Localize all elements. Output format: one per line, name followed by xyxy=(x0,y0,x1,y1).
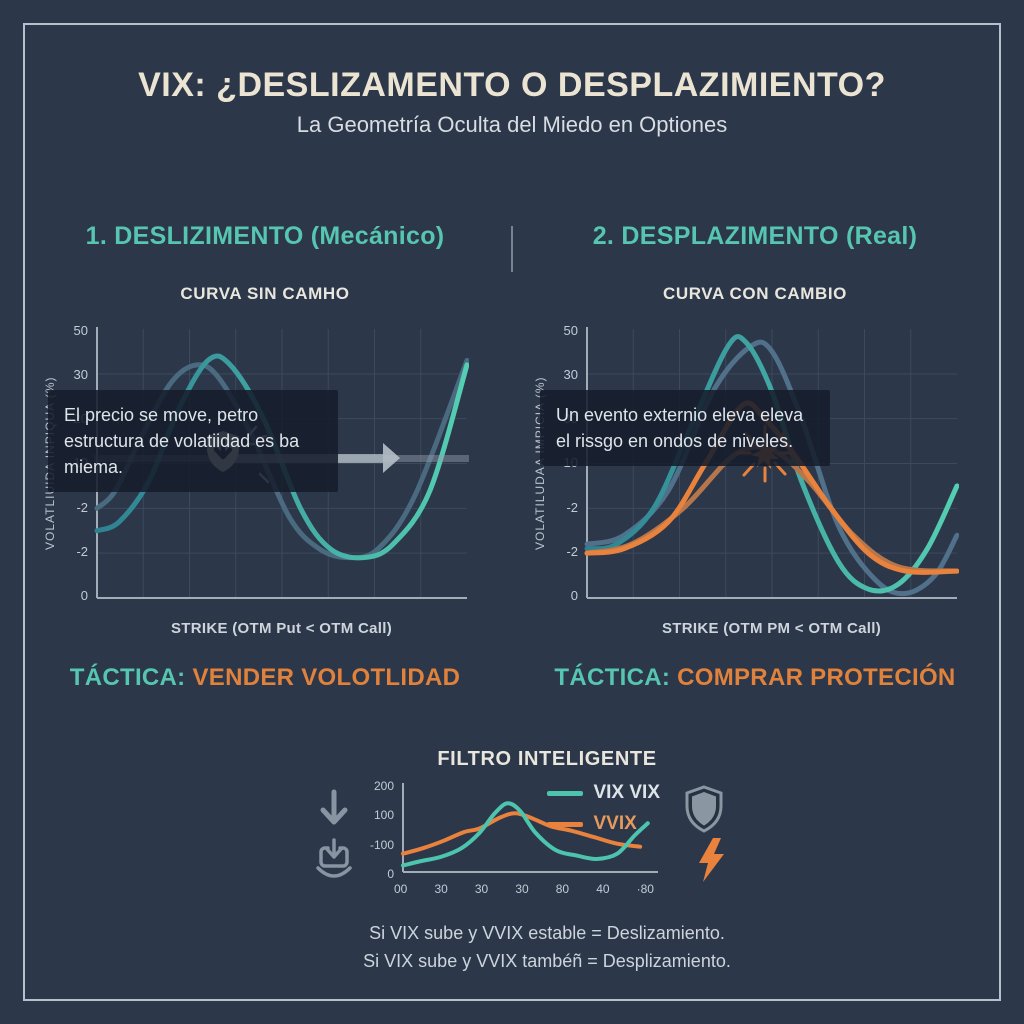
x-axis-label: STRIKE (OTM PM < OTM Call) xyxy=(661,620,882,637)
shield-icon xyxy=(682,784,726,839)
tick-label: -2 xyxy=(566,499,578,515)
tick-label: 30 xyxy=(563,367,578,383)
tactic-label: TÁCTICA: xyxy=(554,664,671,691)
tick-label: 0 xyxy=(80,587,88,603)
tick-label: -100 xyxy=(369,837,394,852)
annotation-box: El precio se move, petro estructura de v… xyxy=(48,390,338,493)
tick-label: 30 xyxy=(73,367,88,383)
tactic-line: TÁCTICA: COMPRAR PROTECIÓN xyxy=(530,664,980,692)
tick-label: ·80 xyxy=(636,882,654,896)
bottom-section-title: FILTRO INTELIGENTE xyxy=(437,748,657,770)
tactic-value: VENDER VOLOTLIDAD xyxy=(192,664,461,691)
rule-line-2: Si VIX sube y VVIX tambéñ = Desplizamien… xyxy=(363,950,731,971)
tick-label: 40 xyxy=(596,882,610,896)
rule-text: Si VIX sube y VVIX estable = Deslizamien… xyxy=(70,920,1024,976)
y-tick-labels: 200 100 -100 0 xyxy=(360,780,400,881)
legend-dash-orange xyxy=(547,821,584,827)
tactic-value: COMPRAR PROTECIÓN xyxy=(677,664,956,691)
tick-label: 30 xyxy=(434,882,448,896)
legend-item-vvix: VVIX xyxy=(547,813,660,835)
x-axis-label: STRIKE (OTM Put < OTM Call) xyxy=(170,620,392,637)
tick-label: 100 xyxy=(373,808,394,823)
page-subtitle: La Geometría Oculta del Miedo en Optione… xyxy=(296,112,728,137)
tick-label: -2 xyxy=(76,499,88,515)
tick-label: 30 xyxy=(474,882,489,896)
rule-line-1: Si VIX sube y VVIX estable = Deslizamien… xyxy=(369,923,725,943)
tick-label: 80 xyxy=(555,882,570,896)
legend-dash-teal xyxy=(547,790,584,796)
download-tray-icon xyxy=(310,838,358,891)
panel-heading: 2. DESPLAZIMENTO (Real) xyxy=(592,222,918,250)
tick-label: -2 xyxy=(566,543,578,559)
filter-chart-block: 200 100 -100 0 VIX VIX VVIX xyxy=(360,780,660,881)
tick-label: 00 xyxy=(394,882,408,896)
tick-label: -2 xyxy=(76,543,88,559)
tick-label: 50 xyxy=(73,323,88,338)
tick-label: 200 xyxy=(373,779,394,793)
tick-label: 50 xyxy=(563,323,578,338)
panel-deslizamiento: 1. DESLIZIMENTO (Mecánico) CURVA SIN CAM… xyxy=(40,222,490,702)
legend-label: VVIX xyxy=(593,813,637,834)
x-tick-labels: 00 30 30 30 80 40 ·80 xyxy=(394,882,654,896)
panel-heading: 1. DESLIZIMENTO (Mecánico) xyxy=(85,222,445,250)
panel-divider xyxy=(511,226,513,272)
chart-title: CURVA CON CAMBIO xyxy=(662,284,847,303)
filter-chart-svg xyxy=(401,783,658,873)
panel-desplazamiento: 2. DESPLAZIMENTO (Real) CURVA CON CAMBIO… xyxy=(530,222,980,702)
tick-label: 30 xyxy=(515,882,529,896)
legend-label: VIX VIX xyxy=(593,782,660,803)
tactic-label: TÁCTICA: xyxy=(69,664,186,691)
chart-legend: VIX VIX VVIX xyxy=(547,782,660,835)
page-title: VIX: ¿DESLIZAMENTO O DESPLAZIMIENTO? xyxy=(138,66,886,104)
legend-item-vix: VIX VIX xyxy=(547,782,660,804)
annotation-box: Un evento externio eleva eleva el rissgo… xyxy=(540,390,830,467)
tactic-line: TÁCTICA: VENDER VOLOTLIDAD xyxy=(40,664,490,692)
tick-label: 0 xyxy=(570,587,578,603)
slide-arrow-head-icon xyxy=(382,443,400,473)
lightning-bolt-icon xyxy=(694,836,728,889)
chart-title: CURVA SIN CAMHO xyxy=(180,284,350,303)
down-arrow-icon xyxy=(316,788,352,837)
tick-label: 0 xyxy=(387,866,394,881)
plot-area: VIX VIX VVIX xyxy=(400,780,660,881)
